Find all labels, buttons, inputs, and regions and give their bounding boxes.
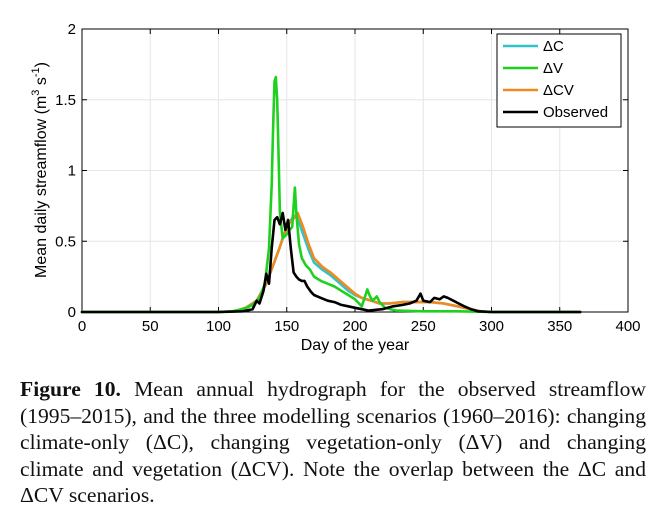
legend-entries: ΔC ΔV ΔCV Observed	[503, 38, 608, 121]
y-tick-label: 2	[68, 21, 76, 38]
y-axis-label: Mean daily streamflow (m3 s-1)	[30, 62, 50, 278]
series-line-delta-cv	[80, 211, 582, 314]
y-tick-labels: 0 0.5 1 1.5 2	[55, 21, 76, 321]
legend: ΔC ΔV ΔCV Observed	[496, 33, 622, 128]
y-axis-label-main: Mean daily streamflow (m	[33, 96, 50, 278]
x-tick-label: 300	[479, 318, 504, 335]
y-axis-label-sup1: 3	[30, 90, 42, 96]
figure-caption: Figure 10. Mean annual hydrograph for th…	[20, 376, 646, 509]
series-line-delta-c	[80, 214, 582, 314]
y-tick-label: 1.5	[55, 92, 76, 109]
x-tick-label: 400	[615, 318, 640, 335]
x-tick-label: 0	[78, 318, 86, 335]
x-tick-label: 50	[142, 318, 159, 335]
x-tick-label: 250	[411, 318, 436, 335]
series-line-observed	[80, 211, 582, 314]
hydrograph-figure: 0 50 100 150 200 250 300 350 400 0 0.5 1 1.5 2 Day o…	[30, 21, 641, 354]
series-layer	[80, 75, 582, 314]
legend-label-delta-c: ΔC	[543, 38, 564, 55]
series-line-delta-v	[80, 75, 582, 314]
y-axis-label-sup2: -1	[30, 67, 42, 77]
x-tick-label: 350	[547, 318, 572, 335]
legend-label-delta-cv: ΔCV	[543, 82, 574, 99]
x-axis-label: Day of the year	[301, 337, 410, 354]
legend-label-delta-v: ΔV	[543, 60, 563, 77]
x-tick-label: 150	[274, 318, 299, 335]
legend-label-observed: Observed	[543, 104, 608, 121]
x-tick-label: 200	[342, 318, 367, 335]
y-axis-label-end: )	[33, 62, 50, 67]
y-tick-label: 1	[68, 163, 76, 180]
y-axis-label-mid: s	[33, 77, 50, 89]
x-tick-labels: 0 50 100 150 200 250 300 350 400	[78, 318, 641, 335]
x-tick-label: 100	[206, 318, 231, 335]
caption-label: Figure 10.	[20, 377, 121, 401]
y-tick-label: 0	[68, 304, 76, 321]
y-tick-label: 0.5	[55, 233, 76, 250]
caption-text: Mean annual hydrograph for the observed …	[20, 377, 646, 507]
